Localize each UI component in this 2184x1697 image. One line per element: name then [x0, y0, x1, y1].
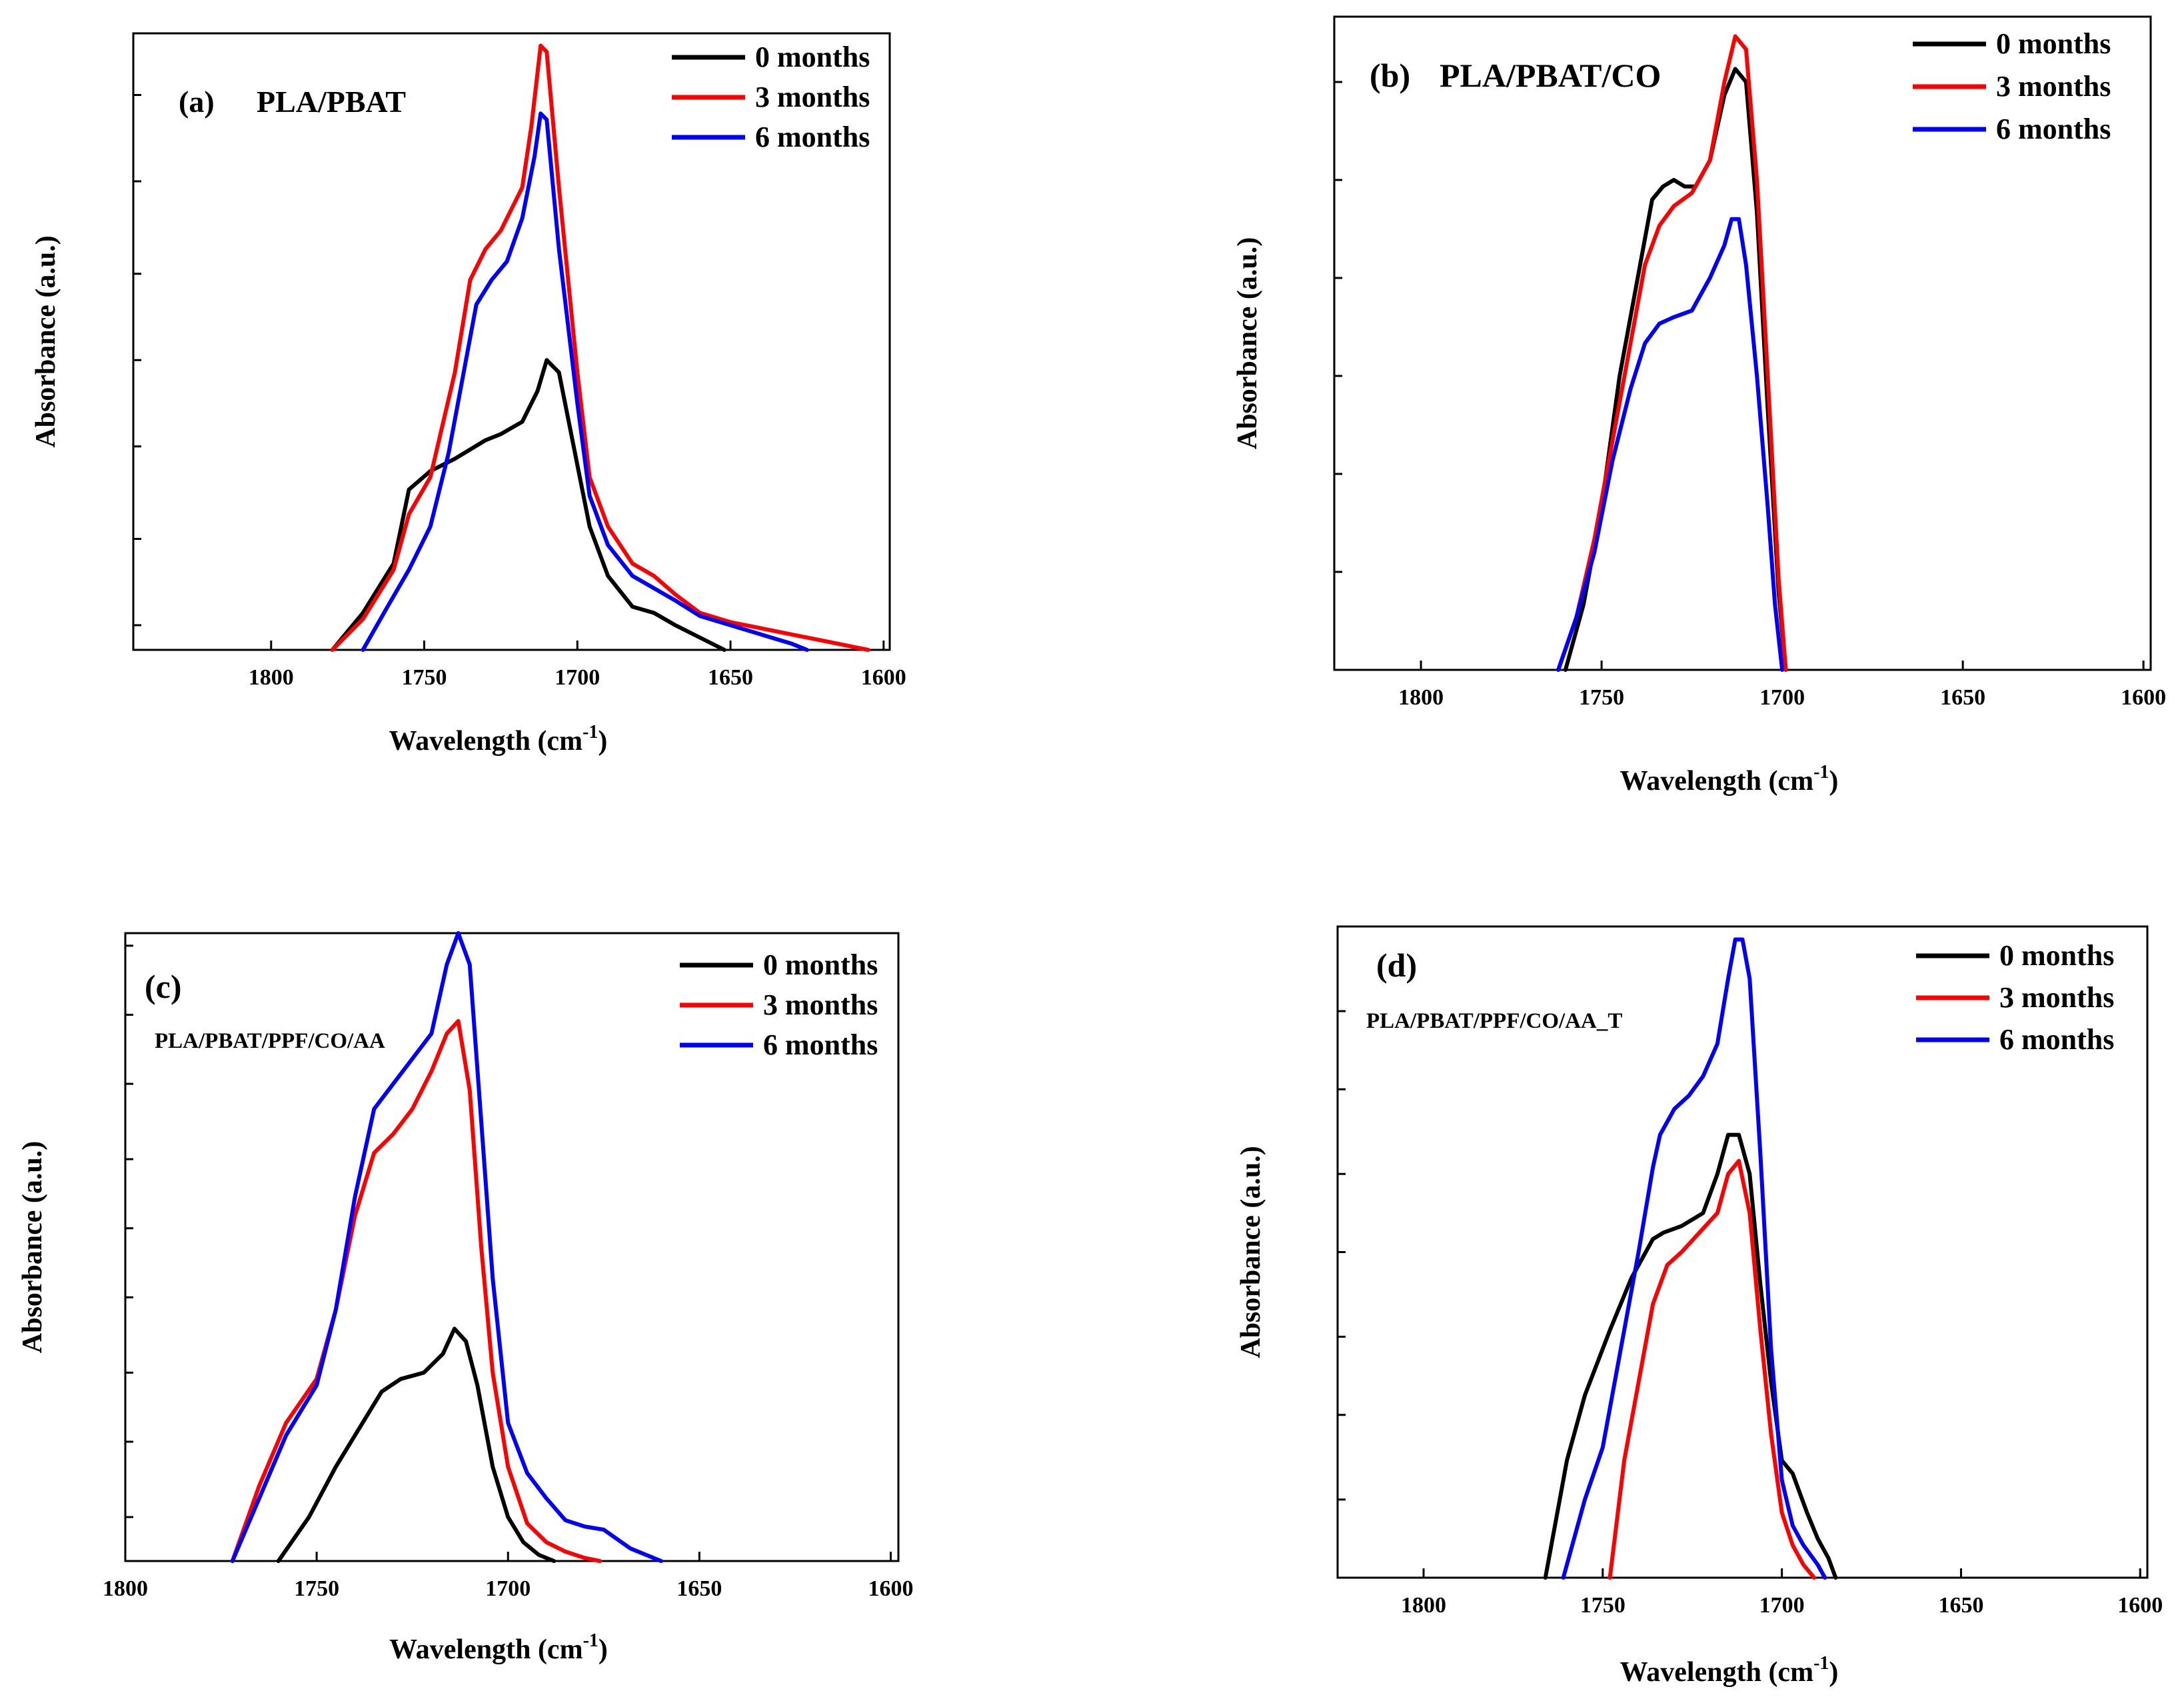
x-tick-label: 1750 — [1579, 685, 1624, 710]
x-tick-label: 1800 — [103, 1576, 148, 1601]
series-line-0-months — [1563, 67, 1788, 672]
legend-label: 0 months — [755, 41, 870, 73]
y-axis-label: Absorbance (a.u.) — [31, 235, 61, 448]
x-axis-label: Wavelength (cm-1) — [1620, 762, 1839, 797]
x-tick-label: 1700 — [1759, 1593, 1805, 1618]
x-tick-label: 1650 — [676, 1576, 722, 1601]
x-axis-label: Wavelength (cm-1) — [389, 722, 608, 757]
sample-name: PLA/PBAT/CO — [1440, 57, 1661, 94]
series-line-6-months — [1556, 217, 1785, 672]
x-tick-label: 1700 — [485, 1576, 531, 1601]
legend-label: 6 months — [763, 1028, 878, 1061]
sample-name: PLA/PBAT/PPF/CO/AA_T — [1366, 1009, 1622, 1033]
plot-frame — [132, 32, 891, 651]
x-tick-label: 1800 — [1401, 1593, 1446, 1618]
legend-label: 6 months — [1996, 113, 2111, 145]
series-line-6-months — [1561, 937, 1827, 1580]
series-line-6-months — [230, 931, 663, 1563]
legend-label: 3 months — [1996, 70, 2111, 103]
x-tick-label: 1650 — [708, 665, 753, 690]
x-tick-label: 1600 — [861, 665, 906, 690]
legend-label: 3 months — [763, 988, 878, 1021]
x-tick-label: 1650 — [1938, 1593, 1983, 1618]
sample-name: PLA/PBAT — [257, 85, 406, 119]
series-line-3-months — [1556, 34, 1788, 672]
series-line-3-months — [230, 1018, 602, 1563]
x-tick-label: 1700 — [554, 665, 600, 690]
y-axis-label: Absorbance (a.u.) — [1236, 1146, 1266, 1358]
x-tick-label: 1600 — [2121, 685, 2166, 710]
panel-label: (a) — [179, 85, 215, 119]
series-line-3-months — [1608, 1158, 1816, 1580]
x-tick-label: 1600 — [868, 1576, 914, 1601]
panel-d: 1800 1750 1700 1650 1600 (d) PLA/PBAT/PPF/CO/A… — [1236, 925, 2163, 1688]
x-tick-label: 1800 — [1398, 685, 1444, 710]
series-line-3-months — [330, 43, 870, 652]
series-line-0-months — [276, 1326, 556, 1563]
panel-b: 1800 1750 1700 1650 1600 (b) PLA/PBAT/CO 0 mont… — [1232, 15, 2166, 797]
panel-c: 1800 1750 1700 1650 1600 (c) PLA/PBAT/PPF/CO/A… — [17, 931, 914, 1665]
x-axis-label: Wavelength (cm-1) — [1620, 1653, 1839, 1688]
x-tick-label: 1700 — [1759, 685, 1805, 710]
series-line-0-months — [330, 358, 726, 652]
sample-name: PLA/PBAT/PPF/CO/AA — [155, 1029, 385, 1053]
legend-label: 0 months — [763, 948, 878, 981]
y-axis-label: Absorbance (a.u.) — [1232, 237, 1263, 450]
panel-label: (d) — [1376, 946, 1417, 984]
x-tick-label: 1750 — [294, 1576, 339, 1601]
legend-label: 0 months — [1996, 27, 2111, 60]
panel-label: (c) — [145, 968, 182, 1005]
x-axis-label: Wavelength (cm-1) — [389, 1630, 608, 1665]
legend-label: 6 months — [755, 121, 870, 153]
series-line-0-months — [1543, 1132, 1838, 1580]
x-tick-label: 1750 — [402, 665, 447, 690]
x-tick-label: 1650 — [1940, 685, 1985, 710]
panel-label: (b) — [1370, 57, 1410, 94]
series-line-6-months — [361, 111, 809, 652]
legend-label: 0 months — [1999, 939, 2114, 972]
legend-label: 3 months — [1999, 981, 2114, 1014]
y-axis-label: Absorbance (a.u.) — [17, 1141, 48, 1354]
legend-label: 3 months — [755, 81, 870, 113]
x-tick-label: 1750 — [1580, 1593, 1626, 1618]
plot-frame — [1333, 15, 2152, 671]
x-tick-label: 1600 — [2117, 1593, 2163, 1618]
legend-label: 6 months — [1999, 1023, 2114, 1056]
panel-a: 1800 1750 1700 1650 1600 (a) PLA/PBAT 0 months 3… — [31, 32, 906, 757]
x-tick-label: 1800 — [249, 665, 294, 690]
plot-frame — [124, 932, 900, 1562]
